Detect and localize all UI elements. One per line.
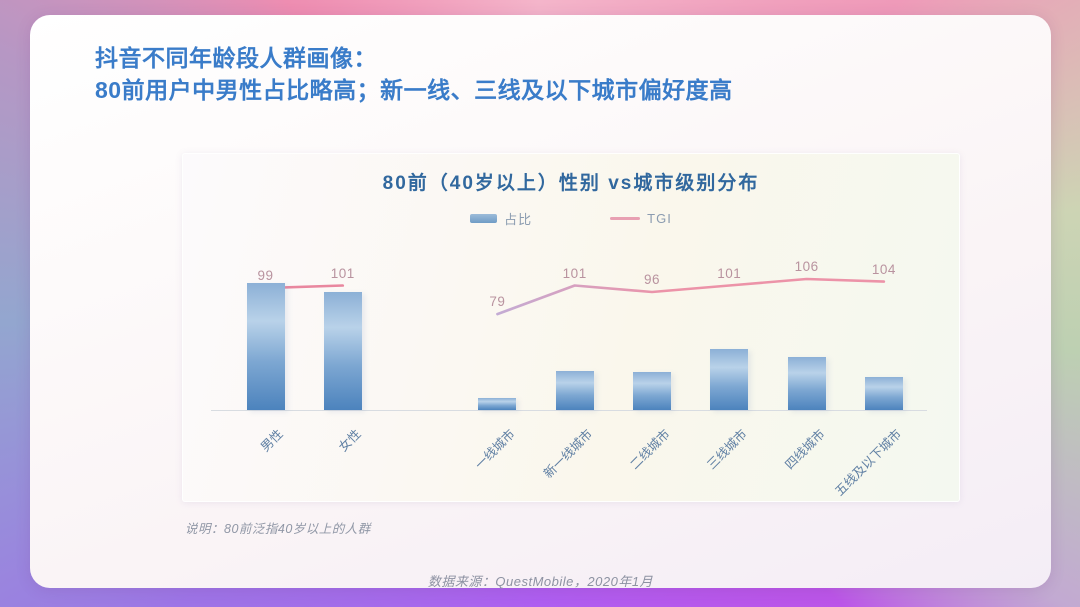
bar-二线城市 — [633, 372, 671, 410]
page-title: 抖音不同年龄段人群画像： 80前用户中男性占比略高；新一线、三线及以下城市偏好度… — [95, 42, 733, 106]
chart-legend: 占比 TGI — [183, 209, 959, 228]
tgi-value-二线城市: 96 — [643, 272, 661, 287]
data-source: 数据来源：QuestMobile，2020年1月 — [427, 574, 654, 589]
tgi-value-一线城市: 79 — [489, 294, 506, 310]
bar-新一线城市 — [555, 370, 594, 410]
tgi-line-城市级别 — [496, 277, 886, 316]
x-axis-line — [211, 410, 927, 411]
page-title-line1: 抖音不同年龄段人群画像： — [95, 45, 377, 71]
slide-card: 抖音不同年龄段人群画像： 80前用户中男性占比略高；新一线、三线及以下城市偏好度… — [30, 15, 1051, 589]
bar-男性 — [246, 282, 285, 410]
bar-四线城市 — [787, 357, 826, 410]
bar-三线城市 — [710, 348, 749, 410]
bar-swatch-icon — [470, 214, 498, 223]
chart-title: 80前（40岁以上）性别 vs城市级别分布 — [382, 173, 760, 194]
tgi-value-女性: 101 — [330, 265, 355, 281]
page-title-line2: 80前用户中男性占比略高；新一线、三线及以下城市偏好度高 — [95, 77, 733, 103]
tgi-value-四线城市: 106 — [794, 259, 819, 274]
tgi-value-三线城市: 101 — [717, 265, 742, 281]
legend-item-tgi: TGI — [610, 209, 672, 228]
legend-label-tgi: TGI — [647, 211, 672, 226]
footnote: 说明：80前泛指40岁以上的人群 — [185, 522, 371, 536]
tgi-value-男性: 99 — [257, 268, 274, 284]
chart-panel: 80前（40岁以上）性别 vs城市级别分布 占比 TGI — [182, 153, 960, 502]
legend-label-share: 占比 — [504, 212, 533, 227]
bar-五线及以下城市 — [864, 376, 903, 410]
line-swatch-icon — [610, 217, 641, 220]
plot-area: 男性 99 女性 101 一线城市 79 新一线城市 101 二线城市 96 三线城市 101 四线城市… — [183, 154, 961, 503]
bar-女性 — [323, 292, 362, 410]
tgi-value-新一线城市: 101 — [562, 265, 587, 281]
legend-item-share: 占比 — [470, 209, 532, 228]
tgi-value-五线及以下城市: 104 — [871, 261, 896, 277]
bar-一线城市 — [478, 397, 517, 410]
